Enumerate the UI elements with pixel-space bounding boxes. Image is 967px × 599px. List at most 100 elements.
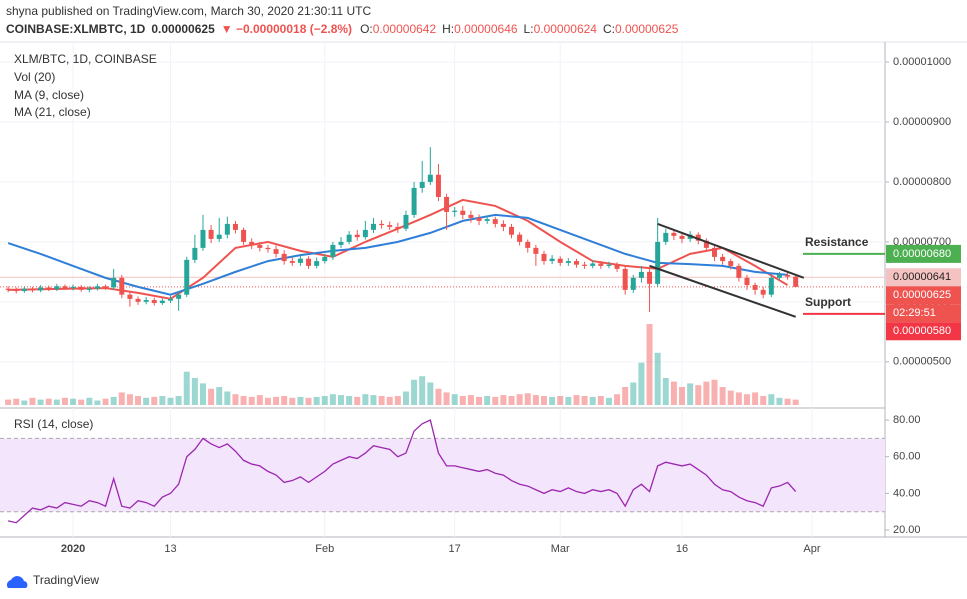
volume-bar (224, 391, 231, 405)
volume-bar (792, 399, 799, 405)
candle-body (671, 232, 677, 236)
candle-body (379, 223, 385, 226)
volume-bar (492, 396, 499, 405)
volume-bar (597, 396, 604, 405)
candle-body (273, 249, 279, 254)
volume-bar (549, 396, 556, 405)
candle-body (785, 274, 791, 277)
candle-body (257, 244, 263, 248)
candle-body (606, 264, 612, 266)
volume-bar (102, 398, 109, 405)
rsi-band (0, 438, 885, 512)
volume-bar (711, 379, 718, 405)
volume-bar (297, 396, 304, 405)
candle-body (517, 234, 523, 242)
volume-bar (703, 381, 710, 405)
volume-bar (776, 397, 783, 405)
candle-body (647, 271, 653, 284)
volume-bar (70, 398, 77, 405)
candle-body (679, 235, 685, 239)
volume-bar (386, 396, 393, 405)
volume-bar (321, 396, 328, 405)
candle-body (476, 217, 482, 221)
volume-bar (216, 387, 223, 405)
volume-bar (484, 396, 491, 405)
candle-body (655, 241, 661, 284)
candle-body (744, 277, 750, 286)
candle-body (614, 264, 620, 269)
candle-body (184, 259, 190, 295)
ohlc-label: L: (524, 22, 534, 36)
candle-body (354, 234, 360, 238)
price-box (886, 322, 961, 341)
volume-bar (524, 393, 531, 405)
candle-body (94, 286, 100, 289)
candle-body (241, 229, 247, 242)
candle-body (78, 286, 84, 290)
candle-body (135, 298, 141, 302)
volume-bar (208, 388, 215, 405)
volume-bar (313, 396, 320, 405)
y-tick-label: 0.00001000 (893, 56, 951, 68)
volume-bar (427, 382, 434, 405)
volume-bar (281, 396, 288, 405)
candle-body (297, 258, 303, 263)
volume-bar (752, 392, 759, 405)
price-box-label: 0.00000680 (893, 248, 951, 260)
volume-bar (78, 399, 85, 405)
volume-bar (727, 390, 734, 405)
x-tick-label: Apr (803, 543, 820, 555)
candle-body (46, 287, 52, 290)
x-tick-label: 2020 (61, 543, 85, 555)
volume-bar (573, 395, 580, 405)
candle-body (127, 294, 133, 299)
candle-body (720, 256, 726, 262)
price-box (886, 268, 961, 287)
candle-body (525, 241, 531, 248)
volume-bar (540, 396, 547, 405)
candle-body (622, 268, 628, 290)
y-tick-label: 0.00000800 (893, 176, 951, 188)
legend-title: XLM/BTC, 1D, COINBASE (14, 52, 157, 66)
volume-bar (199, 383, 206, 405)
volume-bar (743, 394, 750, 405)
volume-bar (21, 400, 28, 405)
candle-body (557, 258, 563, 263)
candle-body (630, 277, 636, 290)
x-tick-label: Feb (315, 543, 334, 555)
legend-ma: MA (21, close) (14, 105, 91, 119)
candle-body (411, 187, 417, 215)
volume-bar (516, 394, 523, 405)
x-tick-label: 16 (676, 543, 688, 555)
volume-bar (346, 396, 353, 405)
volume-bar (256, 395, 263, 405)
candle-body (216, 234, 222, 239)
legend-ma: MA (9, close) (14, 88, 84, 102)
candle-body (13, 289, 19, 292)
ohlc-value: 0.00000642 (373, 22, 437, 36)
candle-body (452, 210, 458, 212)
price-box-label: 0.00000580 (893, 325, 951, 337)
change: ▼ −0.00000018 (−2.8%) (221, 22, 352, 36)
volume-bar (151, 396, 158, 405)
volume-bar (175, 396, 182, 405)
volume-bar (402, 391, 409, 405)
volume-bar (135, 396, 142, 405)
volume-bar (29, 397, 36, 405)
volume-bar (638, 362, 645, 405)
candle-body (362, 229, 368, 238)
ohlc-value: 0.00000646 (454, 22, 518, 36)
brand-name: TradingView (33, 573, 99, 587)
volume-bar (557, 396, 564, 405)
candle-body (29, 288, 35, 291)
candle-body (159, 300, 165, 304)
candle-body (533, 247, 539, 254)
level-text: Resistance (805, 235, 869, 249)
volume-bar (443, 392, 450, 405)
candle-body (549, 258, 555, 262)
candle-body (314, 261, 320, 266)
candle-body (21, 288, 27, 292)
candle-body (370, 223, 376, 230)
volume-bar (338, 395, 345, 405)
candle-body (176, 294, 182, 299)
